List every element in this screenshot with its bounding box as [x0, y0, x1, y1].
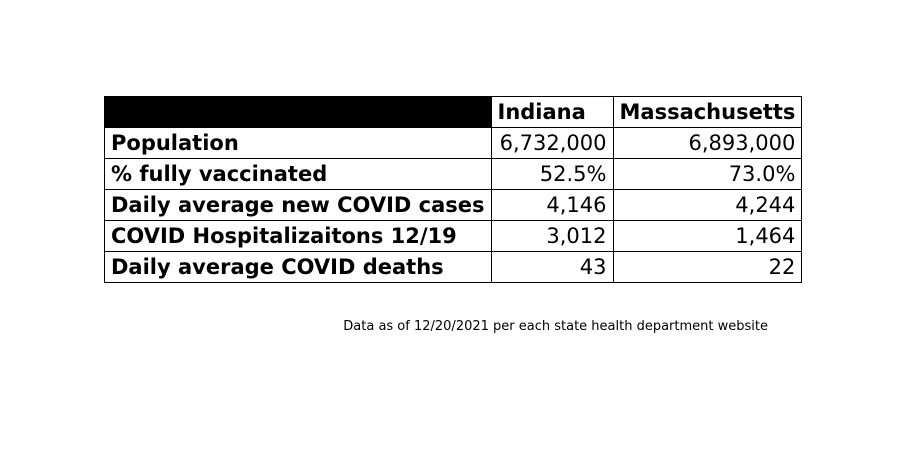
- massachusetts-population-value: 6,893,000: [612, 127, 803, 159]
- indiana-deaths-value: 43: [490, 251, 614, 283]
- row-label-deaths: Daily average COVID deaths: [104, 251, 492, 283]
- row-label-vaccinated: % fully vaccinated: [104, 158, 492, 190]
- indiana-vaccinated-value: 52.5%: [490, 158, 614, 190]
- header-corner-cell: [104, 96, 492, 128]
- row-label-hospitalizations: COVID Hospitalizaitons 12/19: [104, 220, 492, 252]
- indiana-new-cases-value: 4,146: [490, 189, 614, 221]
- table-row-new-cases: Daily average new COVID cases 4,146 4,24…: [104, 189, 803, 221]
- massachusetts-hospitalizations-value: 1,464: [612, 220, 803, 252]
- indiana-hospitalizations-value: 3,012: [490, 220, 614, 252]
- table-row-vaccinated: % fully vaccinated 52.5% 73.0%: [104, 158, 803, 190]
- covid-comparison-table: Indiana Massachusetts Population 6,732,0…: [104, 96, 803, 283]
- table-row-population: Population 6,732,000 6,893,000: [104, 127, 803, 159]
- data-source-footnote: Data as of 12/20/2021 per each state hea…: [343, 319, 768, 334]
- massachusetts-new-cases-value: 4,244: [612, 189, 803, 221]
- table-row-hospitalizations: COVID Hospitalizaitons 12/19 3,012 1,464: [104, 220, 803, 252]
- massachusetts-vaccinated-value: 73.0%: [612, 158, 803, 190]
- indiana-population-value: 6,732,000: [490, 127, 614, 159]
- column-header-massachusetts: Massachusetts: [612, 96, 803, 128]
- header-row: Indiana Massachusetts: [104, 96, 803, 128]
- massachusetts-deaths-value: 22: [612, 251, 803, 283]
- row-label-population: Population: [104, 127, 492, 159]
- column-header-indiana: Indiana: [490, 96, 614, 128]
- row-label-new-cases: Daily average new COVID cases: [104, 189, 492, 221]
- table-row-deaths: Daily average COVID deaths 43 22: [104, 251, 803, 283]
